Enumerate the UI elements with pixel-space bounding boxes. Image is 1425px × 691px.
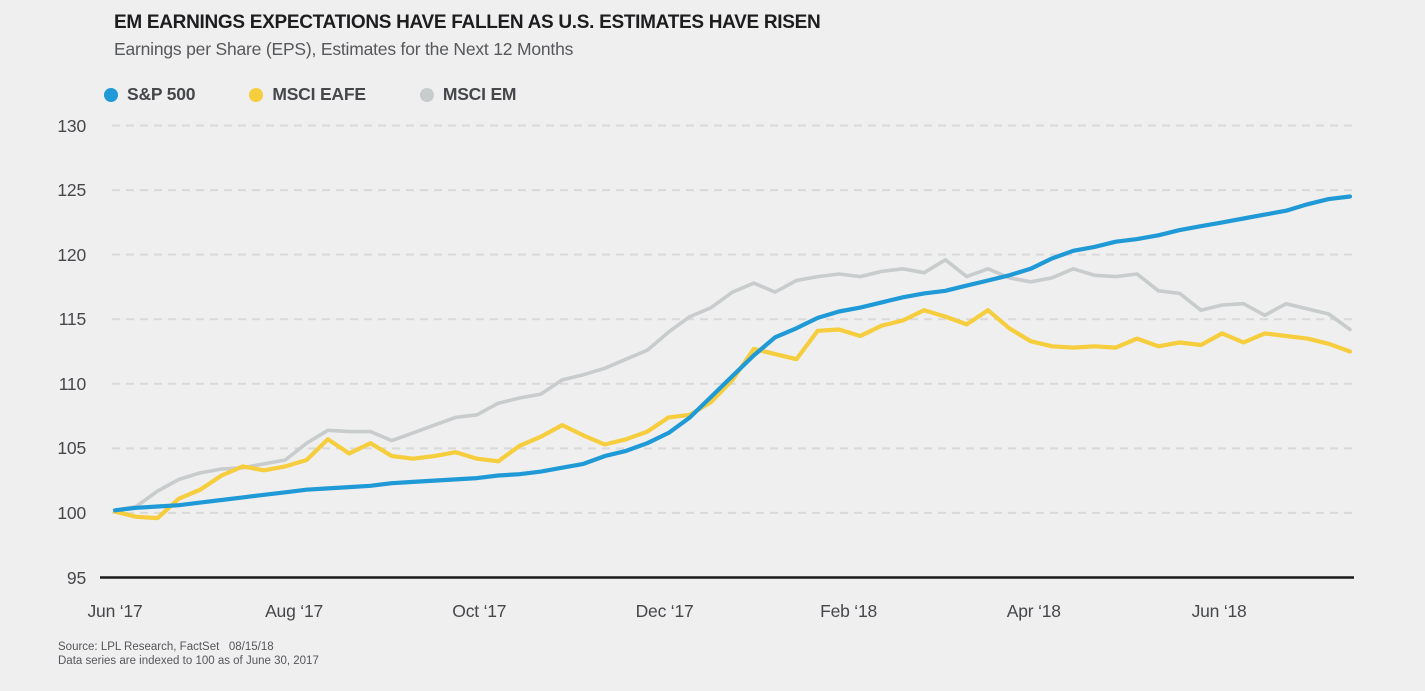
chart-legend: S&P 500 MSCI EAFE MSCI EM [104,84,516,105]
index-note-line: Data series are indexed to 100 as of Jun… [58,655,319,667]
legend-item-sp500: S&P 500 [104,84,196,105]
msci-em-legend-label: MSCI EM [442,84,517,104]
x-tick-label: Aug ‘17 [265,601,324,621]
series-line-msci-em [113,257,1352,513]
chart-title: EM EARNINGS EXPECTATIONS HAVE FALLEN AS … [114,12,821,33]
y-tick-label-120: 120 [57,244,86,265]
legend-item-msci-eafe: MSCI EAFE [249,84,366,105]
chart-subtitle: Earnings per Share (EPS), Estimates for … [114,39,574,59]
series-line-s-p-500 [112,194,1353,513]
x-tick-label: Oct ‘17 [452,601,507,621]
x-tick-label: Feb ‘18 [820,601,878,621]
x-tick-label: Apr ‘18 [1006,601,1061,621]
y-tick-label-95: 95 [66,567,86,588]
y-tick-label-125: 125 [57,180,86,201]
x-tick-label: Jun ‘17 [87,601,143,621]
y-tick-label-110: 110 [58,373,87,394]
x-tick-label: Jun ‘18 [1191,601,1247,621]
series-line-msci-eafe [112,308,1353,521]
y-tick-label-130: 130 [57,115,86,136]
x-tick-label: Dec ‘17 [635,601,694,621]
y-tick-label-105: 105 [57,438,86,459]
msci-eafe-legend-dot-icon [249,87,264,102]
sp500-legend-dot-icon [104,87,118,102]
source-note: Source: LPL Research, FactSet 08/15/18 D… [58,640,319,668]
y-tick-label-115: 115 [58,309,87,330]
y-tick-label-100: 100 [57,502,86,523]
source-line: Source: LPL Research, FactSet 08/15/18 [58,641,274,653]
legend-item-msci-em: MSCI EM [419,84,517,105]
msci-eafe-legend-label: MSCI EAFE [272,84,366,104]
msci-em-legend-dot-icon [419,87,434,102]
sp500-legend-label: S&P 500 [127,84,196,104]
